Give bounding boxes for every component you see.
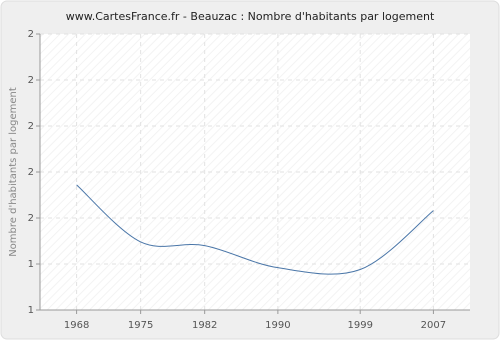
y-tick-label: 2 — [28, 213, 34, 224]
x-tick-label: 1968 — [64, 320, 89, 331]
line-series — [76, 184, 434, 275]
x-tick-label: 1975 — [128, 320, 153, 331]
y-tick-label: 1 — [28, 305, 34, 316]
y-tick-label: 2 — [28, 121, 34, 132]
plot-hatch — [40, 34, 470, 310]
x-tick-label: 1982 — [192, 320, 217, 331]
y-tick-label: 2 — [28, 29, 34, 40]
y-tick-label: 2 — [28, 75, 34, 86]
y-tick-label: 1 — [28, 259, 34, 270]
x-tick-label: 1990 — [265, 320, 290, 331]
x-tick-label: 1999 — [347, 320, 372, 331]
y-axis-label: Nombre d'habitants par logement — [8, 87, 19, 257]
y-tick-label: 2 — [28, 167, 34, 178]
chart-title: www.CartesFrance.fr - Beauzac : Nombre d… — [66, 10, 435, 23]
x-tick-label: 2007 — [421, 320, 446, 331]
